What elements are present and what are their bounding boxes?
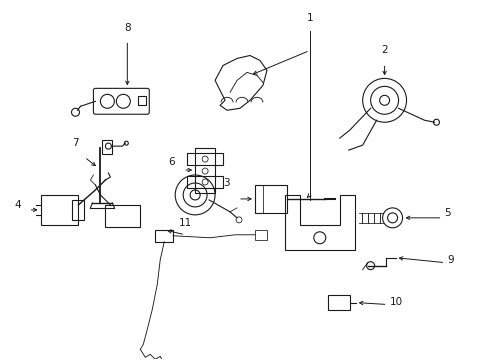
Bar bbox=[327, 294, 349, 310]
Bar bbox=[187, 176, 223, 188]
Bar bbox=[105, 205, 140, 227]
Bar bbox=[138, 96, 146, 105]
Bar bbox=[254, 230, 266, 240]
Text: 7: 7 bbox=[72, 138, 79, 148]
Bar bbox=[254, 185, 286, 213]
Bar bbox=[102, 140, 112, 154]
Bar bbox=[72, 200, 84, 220]
Text: 9: 9 bbox=[447, 255, 453, 265]
Text: 6: 6 bbox=[168, 157, 175, 167]
Text: 10: 10 bbox=[389, 297, 402, 306]
Text: 5: 5 bbox=[444, 208, 450, 218]
Text: 3: 3 bbox=[223, 178, 229, 188]
Bar bbox=[41, 195, 78, 225]
Text: 11: 11 bbox=[178, 218, 191, 228]
Text: 1: 1 bbox=[306, 13, 312, 23]
Bar bbox=[187, 153, 223, 165]
Bar bbox=[155, 230, 173, 242]
Text: 2: 2 bbox=[381, 45, 387, 55]
Text: 4: 4 bbox=[14, 200, 20, 210]
Text: 8: 8 bbox=[124, 23, 130, 32]
Bar bbox=[195, 148, 215, 193]
